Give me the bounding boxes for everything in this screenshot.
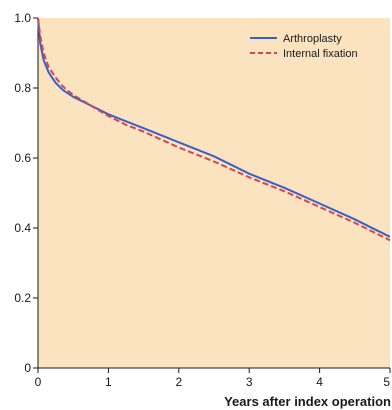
legend-label-internal-fixation: Internal fixation xyxy=(283,48,358,60)
y-tick-label: 0.8 xyxy=(14,81,31,95)
x-tick-label: 2 xyxy=(175,375,182,389)
x-axis-title: Years after index operation xyxy=(224,394,391,409)
legend: Arthroplasty Internal fixation xyxy=(250,33,358,60)
y-tick-label: 0.4 xyxy=(14,221,31,235)
y-tick-label: 0.6 xyxy=(14,151,31,165)
legend-label-arthroplasty: Arthroplasty xyxy=(283,33,342,45)
y-tick-label: 0.2 xyxy=(14,291,31,305)
y-tick-label: 0 xyxy=(24,361,31,375)
x-tick-label: 4 xyxy=(316,375,323,389)
x-tick-label: 1 xyxy=(105,375,112,389)
series-line-internal-fixation xyxy=(37,17,391,242)
x-tick-label: 5 xyxy=(383,375,390,389)
plot-background xyxy=(38,18,390,368)
x-tick-label: 3 xyxy=(246,375,253,389)
x-tick-label: 0 xyxy=(35,375,42,389)
y-tick-label: 1.0 xyxy=(14,11,31,25)
series-line-arthroplasty xyxy=(37,17,391,238)
